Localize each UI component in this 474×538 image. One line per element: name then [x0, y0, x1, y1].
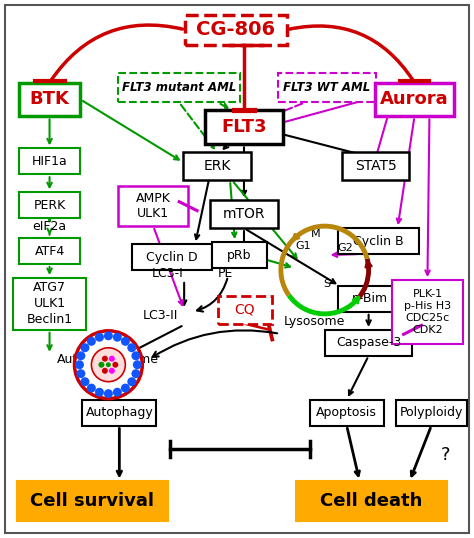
Text: Aurora: Aurora: [380, 90, 449, 109]
FancyBboxPatch shape: [392, 280, 463, 344]
FancyBboxPatch shape: [13, 278, 86, 330]
Text: Polyploidy: Polyploidy: [400, 406, 463, 419]
FancyBboxPatch shape: [278, 73, 375, 103]
Text: AMPK
ULK1: AMPK ULK1: [136, 192, 171, 220]
FancyBboxPatch shape: [337, 228, 419, 254]
Text: BTK: BTK: [29, 90, 70, 109]
Text: G1: G1: [295, 241, 310, 251]
FancyBboxPatch shape: [185, 15, 287, 45]
Text: p-Bim: p-Bim: [352, 293, 388, 306]
Circle shape: [95, 332, 104, 342]
FancyBboxPatch shape: [205, 110, 283, 144]
Circle shape: [91, 348, 125, 381]
Text: PERK: PERK: [34, 199, 66, 211]
Text: Cell death: Cell death: [320, 492, 423, 511]
Text: CQ: CQ: [235, 303, 255, 317]
FancyBboxPatch shape: [325, 330, 412, 356]
Text: Autophagy: Autophagy: [85, 406, 153, 419]
Text: CG-806: CG-806: [196, 20, 275, 39]
Circle shape: [121, 337, 130, 346]
FancyBboxPatch shape: [218, 296, 272, 324]
Circle shape: [128, 343, 136, 352]
Circle shape: [109, 356, 115, 362]
Text: ATF4: ATF4: [35, 245, 64, 258]
FancyBboxPatch shape: [18, 238, 81, 264]
FancyBboxPatch shape: [17, 482, 168, 521]
Text: ?: ?: [441, 447, 450, 464]
Circle shape: [104, 331, 113, 341]
FancyBboxPatch shape: [212, 242, 267, 268]
FancyBboxPatch shape: [5, 5, 469, 533]
Circle shape: [104, 389, 113, 398]
Circle shape: [74, 331, 142, 399]
Circle shape: [99, 362, 104, 367]
Circle shape: [75, 360, 84, 369]
FancyBboxPatch shape: [18, 192, 81, 218]
Circle shape: [87, 337, 96, 346]
Text: FLT3: FLT3: [221, 118, 267, 137]
FancyBboxPatch shape: [18, 148, 81, 174]
Text: HIF1a: HIF1a: [32, 155, 67, 168]
FancyBboxPatch shape: [210, 200, 278, 228]
FancyBboxPatch shape: [374, 82, 455, 116]
FancyBboxPatch shape: [118, 186, 188, 226]
Text: mTOR: mTOR: [223, 207, 265, 221]
Text: Lysosome: Lysosome: [284, 315, 345, 328]
Circle shape: [102, 368, 108, 374]
Circle shape: [102, 356, 108, 362]
Text: Autophagosome: Autophagosome: [57, 353, 159, 366]
Circle shape: [113, 332, 122, 342]
Text: eIF2a: eIF2a: [33, 220, 67, 232]
FancyBboxPatch shape: [310, 400, 383, 426]
Circle shape: [87, 384, 96, 393]
Circle shape: [106, 362, 111, 367]
Text: M: M: [311, 229, 320, 239]
Circle shape: [76, 369, 85, 378]
Text: ATG7
ULK1
Beclin1: ATG7 ULK1 Beclin1: [27, 281, 73, 327]
Circle shape: [133, 360, 142, 369]
Circle shape: [112, 362, 118, 367]
Circle shape: [121, 384, 130, 393]
Circle shape: [76, 351, 85, 360]
Text: PE: PE: [218, 267, 233, 280]
Text: G2: G2: [338, 243, 354, 253]
Text: Caspase-3: Caspase-3: [336, 336, 401, 349]
Circle shape: [81, 343, 90, 352]
FancyBboxPatch shape: [183, 152, 251, 180]
Circle shape: [113, 388, 122, 397]
Text: ERK: ERK: [203, 159, 231, 173]
Circle shape: [131, 369, 140, 378]
FancyBboxPatch shape: [118, 73, 240, 103]
FancyBboxPatch shape: [395, 400, 467, 426]
Circle shape: [128, 377, 136, 386]
FancyBboxPatch shape: [337, 286, 401, 312]
FancyBboxPatch shape: [296, 482, 447, 521]
Circle shape: [109, 368, 115, 374]
FancyBboxPatch shape: [82, 400, 156, 426]
Text: FLT3 WT AML: FLT3 WT AML: [283, 81, 370, 94]
Text: LC3-II: LC3-II: [143, 309, 178, 322]
Circle shape: [81, 377, 90, 386]
Text: Cyclin B: Cyclin B: [353, 235, 404, 247]
Text: Apoptosis: Apoptosis: [316, 406, 377, 419]
Text: LC3-I: LC3-I: [151, 267, 183, 280]
Text: Cell survival: Cell survival: [30, 492, 155, 511]
FancyBboxPatch shape: [132, 244, 212, 270]
Circle shape: [131, 351, 140, 360]
Text: FLT3 mutant AML: FLT3 mutant AML: [122, 81, 237, 94]
Text: Cyclin D: Cyclin D: [146, 251, 198, 264]
FancyBboxPatch shape: [342, 152, 410, 180]
Text: STAT5: STAT5: [355, 159, 396, 173]
FancyBboxPatch shape: [18, 82, 81, 116]
Text: pRb: pRb: [227, 249, 252, 261]
Circle shape: [95, 388, 104, 397]
Text: PLK-1
p-His H3
CDC25c
CDK2: PLK-1 p-His H3 CDC25c CDK2: [404, 289, 451, 335]
Text: S: S: [323, 279, 330, 289]
